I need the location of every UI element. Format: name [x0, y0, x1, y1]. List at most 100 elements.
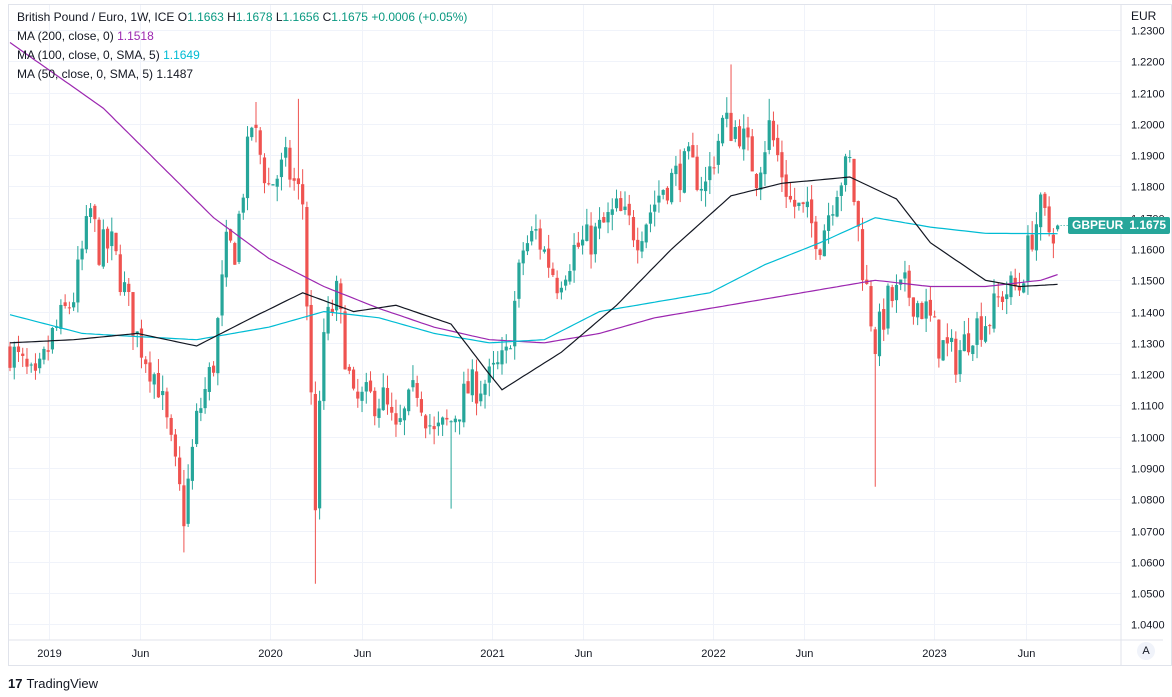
- candle-body: [873, 329, 877, 355]
- candle: [428, 413, 432, 435]
- candle-body: [780, 152, 784, 178]
- candle: [381, 373, 385, 411]
- candle-body: [25, 358, 29, 367]
- candle-body: [657, 195, 661, 203]
- candle-body: [580, 239, 585, 246]
- price-axis[interactable]: 1.0400 1.0500 1.0600 1.0700 1.0800 1.0900 1.10…: [1120, 5, 1165, 666]
- candle: [810, 185, 814, 238]
- candle-body: [84, 216, 88, 250]
- time-axis[interactable]: 2019 Jun 2020 Jun 2021 Jun 2022 Jun 2023 Jun: [9, 639, 1163, 660]
- y-tick-label: 1.0500: [1131, 589, 1165, 601]
- candle: [216, 316, 220, 386]
- candle-body: [474, 371, 479, 404]
- candle-body: [606, 212, 610, 223]
- candle-body: [190, 446, 194, 481]
- auto-scale-button[interactable]: A: [1137, 642, 1155, 660]
- candle: [754, 173, 759, 197]
- candle-body: [445, 417, 449, 420]
- candle-body: [636, 239, 640, 251]
- candle-body: [173, 434, 178, 457]
- candle: [224, 219, 228, 287]
- candle: [962, 320, 966, 352]
- candle-body: [407, 389, 411, 412]
- candle-body: [436, 422, 440, 427]
- y-tick-label: 1.1500: [1131, 276, 1165, 288]
- candle: [568, 264, 572, 285]
- tradingview-branding[interactable]: 17 TradingView: [8, 676, 98, 691]
- candle-body: [470, 369, 474, 396]
- candle: [589, 212, 593, 269]
- candle: [245, 126, 250, 211]
- candle-body: [381, 387, 385, 411]
- candle-body: [776, 137, 780, 156]
- candle: [343, 305, 347, 370]
- candle-body: [653, 204, 657, 212]
- candle: [784, 160, 788, 209]
- candle: [432, 416, 436, 445]
- candle-body: [199, 408, 203, 413]
- candle: [441, 416, 445, 437]
- currency-label[interactable]: EUR: [1131, 9, 1157, 23]
- symbol-title[interactable]: British Pound / Euro, 1W, ICE: [17, 10, 175, 24]
- candle: [695, 144, 699, 192]
- candle-body: [826, 215, 831, 231]
- candle-body: [933, 316, 937, 318]
- candle-body: [966, 333, 971, 353]
- candle-body: [576, 242, 580, 247]
- candle-body: [1051, 234, 1055, 244]
- candle: [788, 181, 793, 203]
- candle: [911, 297, 916, 325]
- candle-body: [784, 174, 788, 197]
- candle: [547, 234, 551, 278]
- legend-ma100-row[interactable]: MA (100, close, 0, SMA, 5) 1.1649: [17, 46, 467, 65]
- candle-body: [275, 178, 279, 187]
- candle: [958, 340, 962, 383]
- ma100-value: 1.1649: [163, 48, 200, 62]
- candle: [551, 262, 555, 278]
- candle-body: [746, 127, 750, 138]
- candle-body: [1022, 283, 1026, 293]
- candle-body: [602, 217, 606, 223]
- candle-body: [237, 213, 241, 262]
- legend-ma200-row[interactable]: MA (200, close, 0) 1.1518: [17, 27, 467, 46]
- candle-body: [538, 228, 542, 250]
- candle: [292, 167, 296, 191]
- candle-body: [691, 145, 695, 158]
- candle: [364, 372, 368, 404]
- candle: [737, 119, 742, 149]
- candle-body: [1034, 224, 1039, 251]
- candle: [339, 278, 343, 324]
- candle-body: [80, 248, 84, 260]
- candle-body: [38, 358, 42, 369]
- candle-body: [911, 297, 916, 317]
- candle: [411, 365, 415, 392]
- candle: [479, 380, 483, 407]
- candle-body: [720, 117, 725, 144]
- candle-body: [351, 369, 356, 389]
- candle: [284, 136, 288, 167]
- candle: [746, 116, 750, 151]
- x-tick-label: 2022: [701, 648, 725, 660]
- legend-ma50-row[interactable]: MA (50, close, 0, SMA, 5) 1.1487: [17, 65, 467, 84]
- candle-body: [220, 274, 224, 316]
- candle: [29, 362, 33, 373]
- chart-legend: British Pound / Euro, 1W, ICE O1.1663 H1…: [17, 8, 467, 84]
- candle-body: [716, 140, 720, 165]
- candle-body: [1030, 234, 1034, 250]
- candle: [882, 298, 886, 342]
- y-tick-label: 1.1000: [1131, 433, 1165, 445]
- candle-body: [899, 279, 903, 285]
- candle: [38, 352, 42, 374]
- candle: [139, 319, 144, 369]
- candle: [1005, 281, 1009, 315]
- y-tick-label: 1.2300: [1131, 26, 1165, 38]
- candle-body: [339, 283, 343, 310]
- candle-body: [182, 485, 186, 527]
- candle: [843, 153, 848, 192]
- candle: [720, 115, 725, 147]
- candle-body: [983, 326, 988, 342]
- candle-body: [593, 226, 597, 255]
- candle: [182, 469, 186, 553]
- y-tick-label: 1.1800: [1131, 182, 1165, 194]
